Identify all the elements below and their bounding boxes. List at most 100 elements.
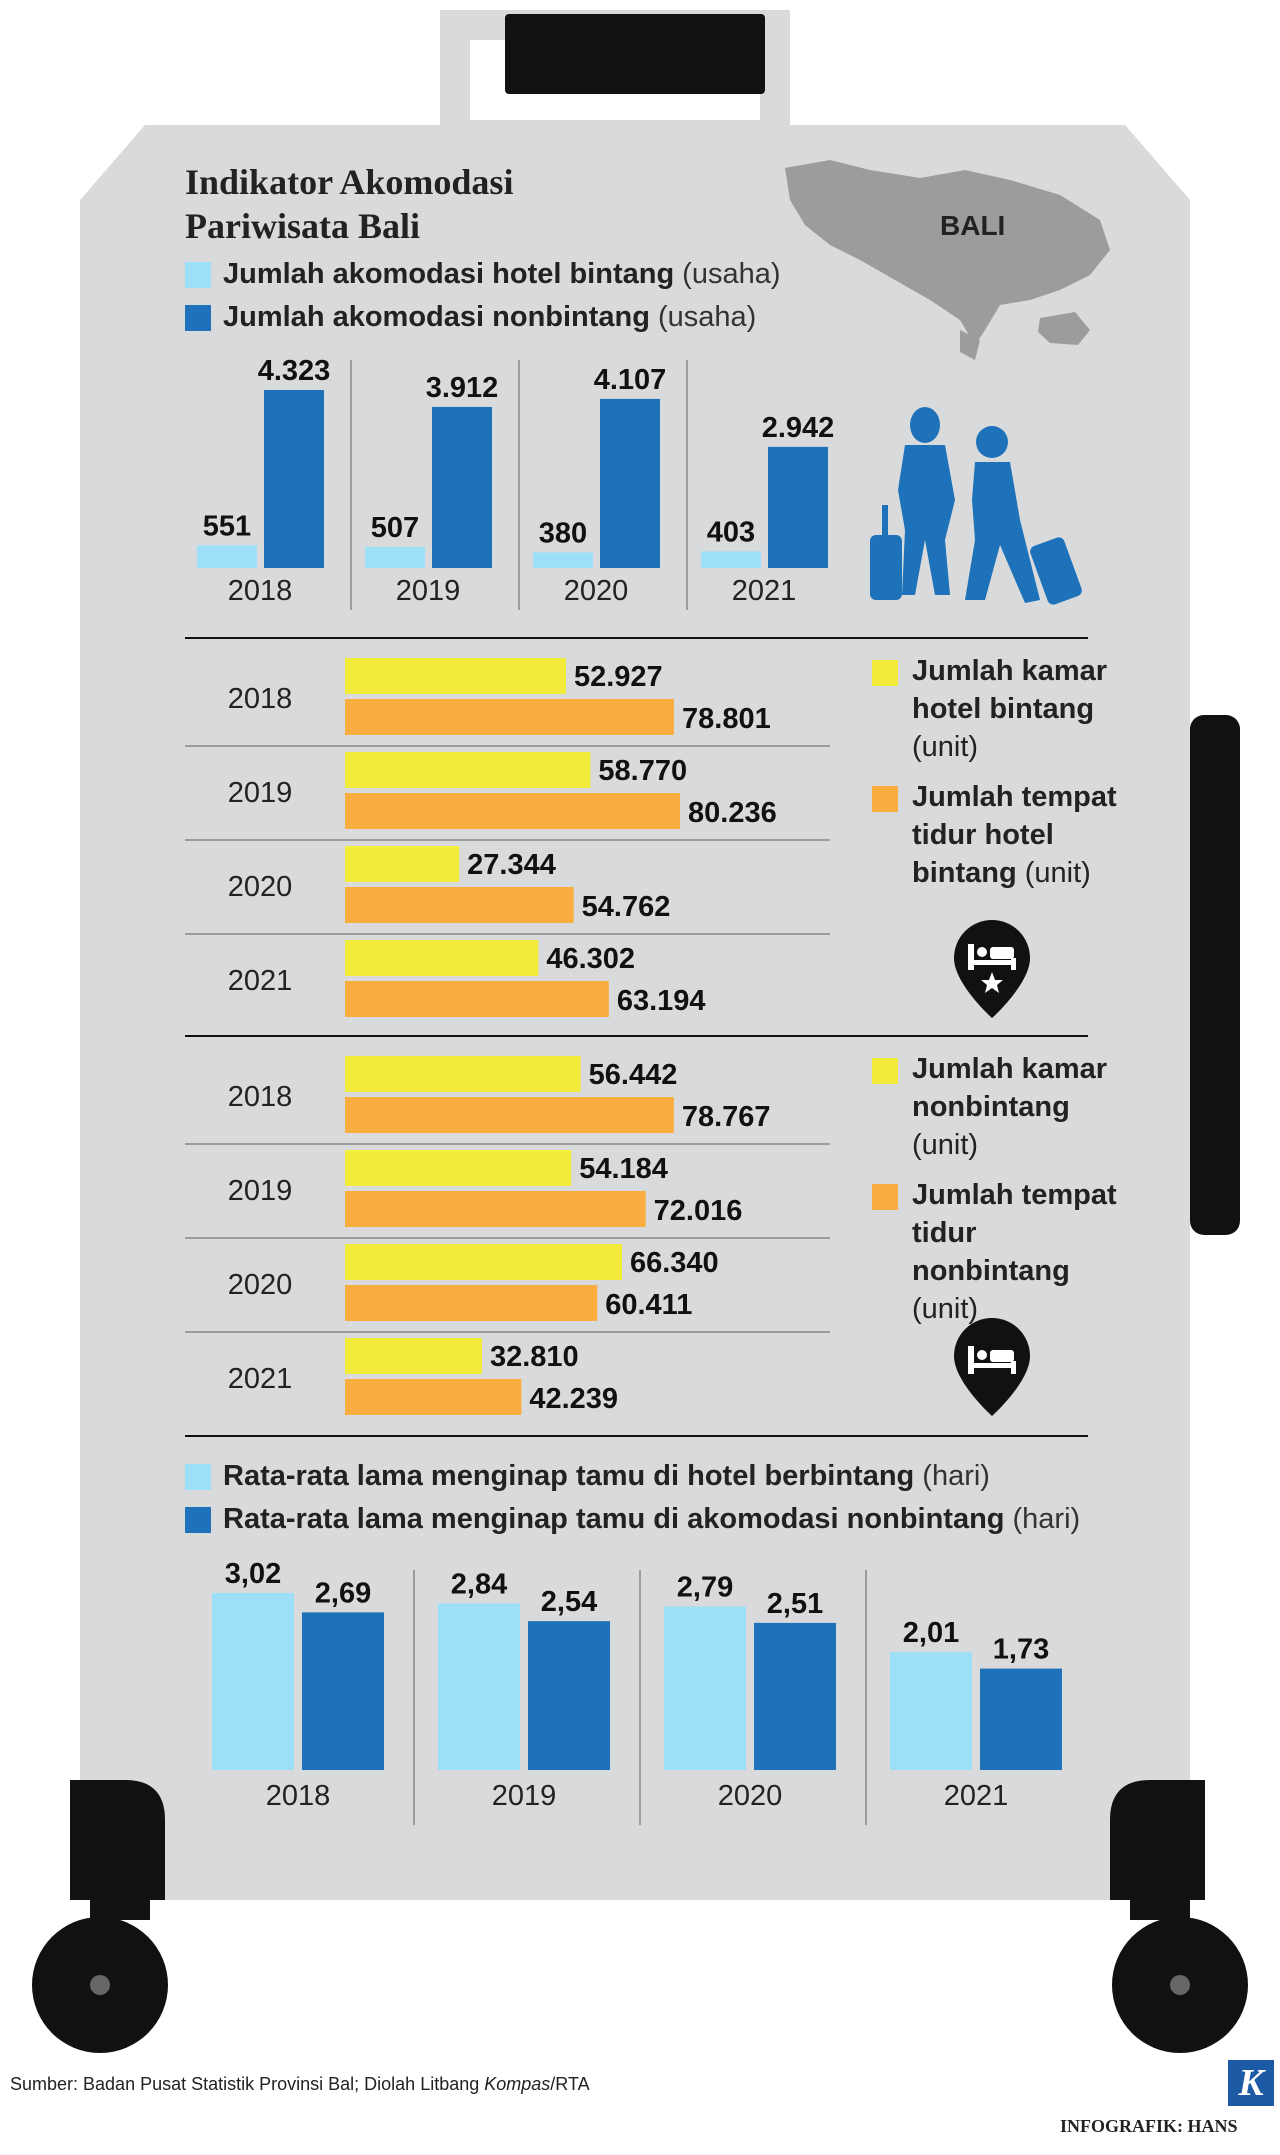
year-label: 2021	[228, 1363, 293, 1395]
legend-line: Jumlah kamar	[912, 655, 1108, 687]
bar-hotel-bintang	[533, 552, 593, 568]
bar-hotel-berbintang	[890, 1652, 972, 1770]
year-label: 2018	[228, 575, 293, 607]
bar-hotel-bintang	[701, 551, 761, 568]
wheel-right	[1112, 1880, 1248, 2053]
data-label: 54.762	[582, 891, 671, 923]
nusa-penida-map	[1038, 312, 1090, 345]
data-label: 507	[371, 512, 419, 544]
data-label: 551	[203, 510, 251, 542]
legend-unit: (unit)	[1024, 857, 1091, 889]
legend-swatch-light-blue	[185, 261, 211, 288]
data-label: 2,51	[767, 1588, 823, 1620]
legend-swatch-yellow	[872, 660, 898, 686]
legend-unit: (hari)	[922, 1460, 990, 1492]
bar-nonbintang	[528, 1621, 610, 1770]
data-label: 46.302	[546, 943, 635, 975]
data-label: 2,79	[677, 1571, 733, 1603]
suitcase-side-grip	[1190, 715, 1240, 1235]
bar-nonbintang	[264, 390, 324, 568]
bar-nonbintang	[432, 406, 492, 568]
bar-kamar	[345, 1056, 581, 1092]
year-label: 2021	[732, 575, 797, 607]
year-label: 2021	[228, 965, 293, 997]
legend-nonbintang-rooms: Jumlah kamar nonbintang (unit) Jumlah te…	[872, 1050, 1132, 1340]
data-label: 2,01	[903, 1617, 959, 1649]
data-label: 80.236	[688, 797, 777, 829]
year-label: 2020	[228, 871, 293, 903]
data-label: 2.942	[762, 412, 835, 444]
travelers-icon	[870, 407, 1082, 605]
bar-kamar	[345, 658, 566, 694]
source-text: Sumber: Badan Pusat Statistik Provinsi B…	[10, 2074, 485, 2094]
hotel-star-pin-icon	[954, 920, 1030, 1018]
chart-rata-rata-lama-menginap: 3,02 2,69 2018 2,84 2,54 2019 2,79 2,51 2020 2,01…	[212, 1558, 1062, 1825]
legend-swatch-light-blue	[185, 1463, 211, 1490]
data-label: 72.016	[654, 1195, 743, 1227]
legend-line: Jumlah kamar	[912, 1053, 1108, 1085]
data-label: 27.344	[467, 849, 556, 881]
bar-kamar	[345, 1150, 572, 1186]
data-label: 60.411	[605, 1289, 692, 1321]
data-label: 4.323	[258, 355, 331, 387]
chart-jumlah-akomodasi: 551 4.323 2018 507 3.912 2019 380 4.107 2020 403 2…	[197, 355, 834, 610]
year-label: 2019	[228, 1175, 293, 1207]
data-label: 66.340	[630, 1247, 719, 1279]
legend-line: hotel bintang	[912, 693, 1095, 725]
bali-map	[785, 160, 1110, 345]
bar-hotel-berbintang	[212, 1593, 294, 1770]
legend-label: Rata-rata lama menginap tamu di hotel be…	[223, 1460, 915, 1492]
legend-item-tempat-tidur: Jumlah tempat tidur hotel bintang (unit)	[872, 778, 1132, 892]
suitcase-corner-right	[1110, 1780, 1205, 1900]
year-label: 2021	[944, 1780, 1009, 1812]
legend-swatch-orange	[872, 1184, 898, 1210]
bar-tempat-tidur	[345, 1379, 522, 1415]
year-label: 2020	[718, 1780, 783, 1812]
data-label: 2,54	[541, 1586, 597, 1618]
data-label: 58.770	[598, 755, 687, 787]
page-title-line-1: Indikator Akomodasi	[185, 162, 514, 202]
data-label: 42.239	[529, 1383, 618, 1415]
legend-menginap-nonbintang: Rata-rata lama menginap tamu di akomodas…	[185, 1503, 1080, 1536]
bar-kamar	[345, 752, 591, 788]
legend-item-kamar: Jumlah kamar nonbintang (unit)	[872, 1050, 1132, 1164]
legend-line: Jumlah tempat	[912, 781, 1117, 813]
bar-hotel-berbintang	[438, 1603, 520, 1770]
legend-line: bintang	[912, 857, 1017, 889]
data-label: 52.927	[574, 661, 663, 693]
legend-line: tidur hotel	[912, 819, 1054, 851]
data-label: 78.767	[682, 1101, 771, 1133]
bar-tempat-tidur	[345, 699, 675, 735]
year-label: 2020	[228, 1269, 293, 1301]
bar-tempat-tidur	[345, 1191, 646, 1227]
bar-tempat-tidur	[345, 1285, 598, 1321]
legend-line: tidur nonbintang	[912, 1217, 1070, 1287]
suitcase-corner-left	[70, 1780, 165, 1900]
legend-swatch-orange	[872, 786, 898, 812]
data-label: 32.810	[490, 1341, 579, 1373]
bar-hotel-bintang	[197, 545, 257, 568]
legend-label: Rata-rata lama menginap tamu di akomodas…	[223, 1503, 1005, 1535]
legend-label: Jumlah akomodasi hotel bintang	[223, 258, 675, 290]
hotel-pin-icon	[954, 1318, 1030, 1416]
year-label: 2018	[266, 1780, 331, 1812]
legend-item-kamar: Jumlah kamar hotel bintang (unit)	[872, 652, 1132, 766]
source-suffix: /RTA	[550, 2074, 590, 2094]
year-label: 2020	[564, 575, 629, 607]
legend-line: Jumlah tempat	[912, 1179, 1117, 1211]
bar-hotel-berbintang	[664, 1606, 746, 1770]
legend-unit: (unit)	[912, 1129, 979, 1161]
legend-unit: (unit)	[912, 731, 979, 763]
year-label: 2018	[228, 1081, 293, 1113]
bar-kamar	[345, 940, 539, 976]
legend-unit: (unit)	[912, 1293, 979, 1325]
wheel-left	[32, 1880, 168, 2053]
legend-swatch-yellow	[872, 1058, 898, 1084]
data-label: 1,73	[993, 1634, 1049, 1666]
legend-nonbintang: Jumlah akomodasi nonbintang (usaha)	[185, 301, 756, 334]
year-label: 2019	[492, 1780, 557, 1812]
legend-swatch-dark-blue	[185, 304, 211, 331]
legend-unit: (usaha)	[682, 258, 781, 290]
